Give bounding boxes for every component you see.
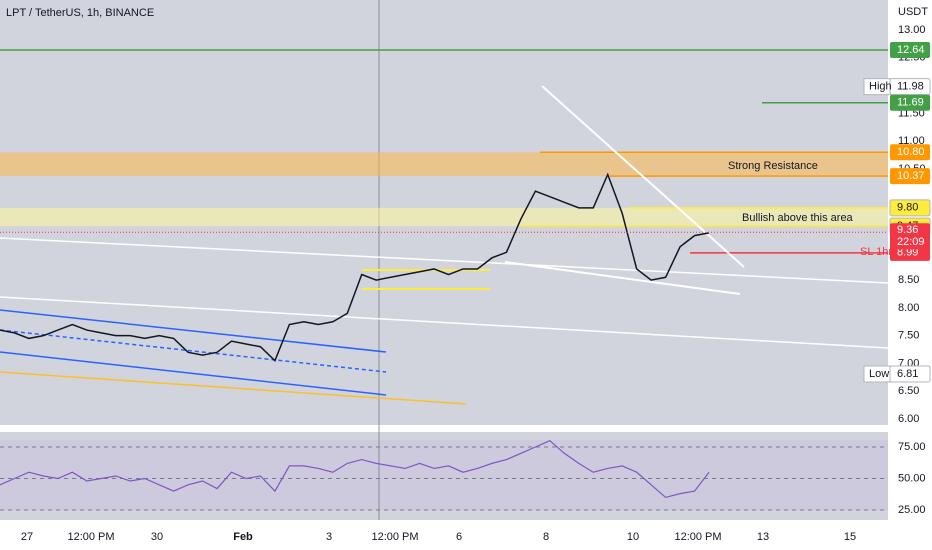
- trend-line: [0, 237, 889, 284]
- price-tick-label: 6.00: [898, 413, 919, 425]
- tag-label: High: [869, 81, 892, 93]
- price-tick-label: 13.00: [898, 24, 926, 36]
- price-tag: [890, 94, 930, 111]
- time-label: 13: [757, 531, 769, 543]
- price-tick-label: 8.50: [898, 274, 919, 286]
- price-tag-label: 10.80: [897, 146, 925, 158]
- rsi-tick-label: 75.00: [898, 441, 926, 453]
- time-label: 15: [844, 531, 856, 543]
- price-tag-label: 6.81: [897, 368, 918, 380]
- trend-line: [0, 296, 889, 349]
- time-label: 12:00 PM: [674, 531, 721, 543]
- rsi-band: [0, 440, 888, 510]
- countdown: 22:09: [897, 236, 925, 248]
- price-tag: [889, 199, 931, 217]
- time-label: 30: [151, 531, 163, 543]
- price-tick-label: 6.50: [898, 385, 919, 397]
- time-label: 6: [456, 531, 462, 543]
- currency: USDT: [898, 6, 928, 18]
- resistance-zone: [0, 152, 888, 177]
- channel-line: [0, 371, 467, 405]
- price-tag-label: 11.98: [897, 81, 924, 93]
- rsi-tick-label: 25.00: [898, 504, 926, 516]
- price-tag-label: 9.80: [897, 202, 918, 214]
- price-tick-label: 7.50: [898, 330, 919, 342]
- tag-box: [863, 365, 891, 383]
- price-tick-label: 11.00: [898, 135, 925, 147]
- channel-line: [0, 351, 387, 396]
- price-tag-label: 12.64: [897, 44, 925, 56]
- time-label: 27: [21, 531, 33, 543]
- rsi-line: [0, 439, 710, 499]
- rsi-tick-label: 50.00: [898, 472, 926, 484]
- time-label: 12:00 PM: [371, 531, 418, 543]
- trend-lines: [0, 85, 889, 405]
- time-label: 8: [543, 531, 549, 543]
- time-label: 10: [627, 531, 639, 543]
- time-label: 3: [326, 531, 332, 543]
- last-price-label: 9.36: [897, 224, 918, 236]
- price-tag: [890, 42, 930, 59]
- annotation: Bullish above this area: [742, 212, 854, 224]
- tag-label: Low: [869, 368, 889, 380]
- time-label: 12:00 PM: [67, 531, 114, 543]
- symbol-title: LPT / TetherUS, 1h, BINANCE: [6, 7, 154, 19]
- time-label: Feb: [233, 531, 253, 543]
- price-tag-label: 11.69: [897, 97, 924, 109]
- price-line: [0, 172, 710, 362]
- annotation: SL 1hr: [860, 246, 892, 258]
- tag-box: [863, 78, 891, 96]
- price-tag-label: 10.37: [897, 170, 925, 182]
- trend-line: [504, 261, 741, 295]
- trend-line: [541, 85, 745, 268]
- price-tag: [890, 144, 930, 161]
- price-tick-label: 8.00: [898, 302, 919, 314]
- price-tag-label: 8.99: [897, 247, 918, 259]
- channel-line: [0, 309, 387, 353]
- last-price-tag: [890, 223, 930, 250]
- price-tag: [890, 168, 930, 185]
- annotation: Strong Resistance: [728, 160, 818, 172]
- time-axis: [0, 520, 888, 550]
- channel-line: [0, 329, 387, 373]
- bullish-zone: [0, 207, 888, 227]
